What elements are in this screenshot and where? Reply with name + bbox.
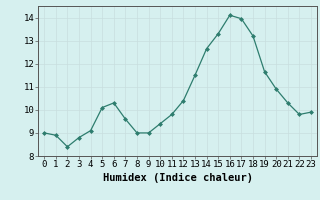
X-axis label: Humidex (Indice chaleur): Humidex (Indice chaleur)	[103, 173, 252, 183]
